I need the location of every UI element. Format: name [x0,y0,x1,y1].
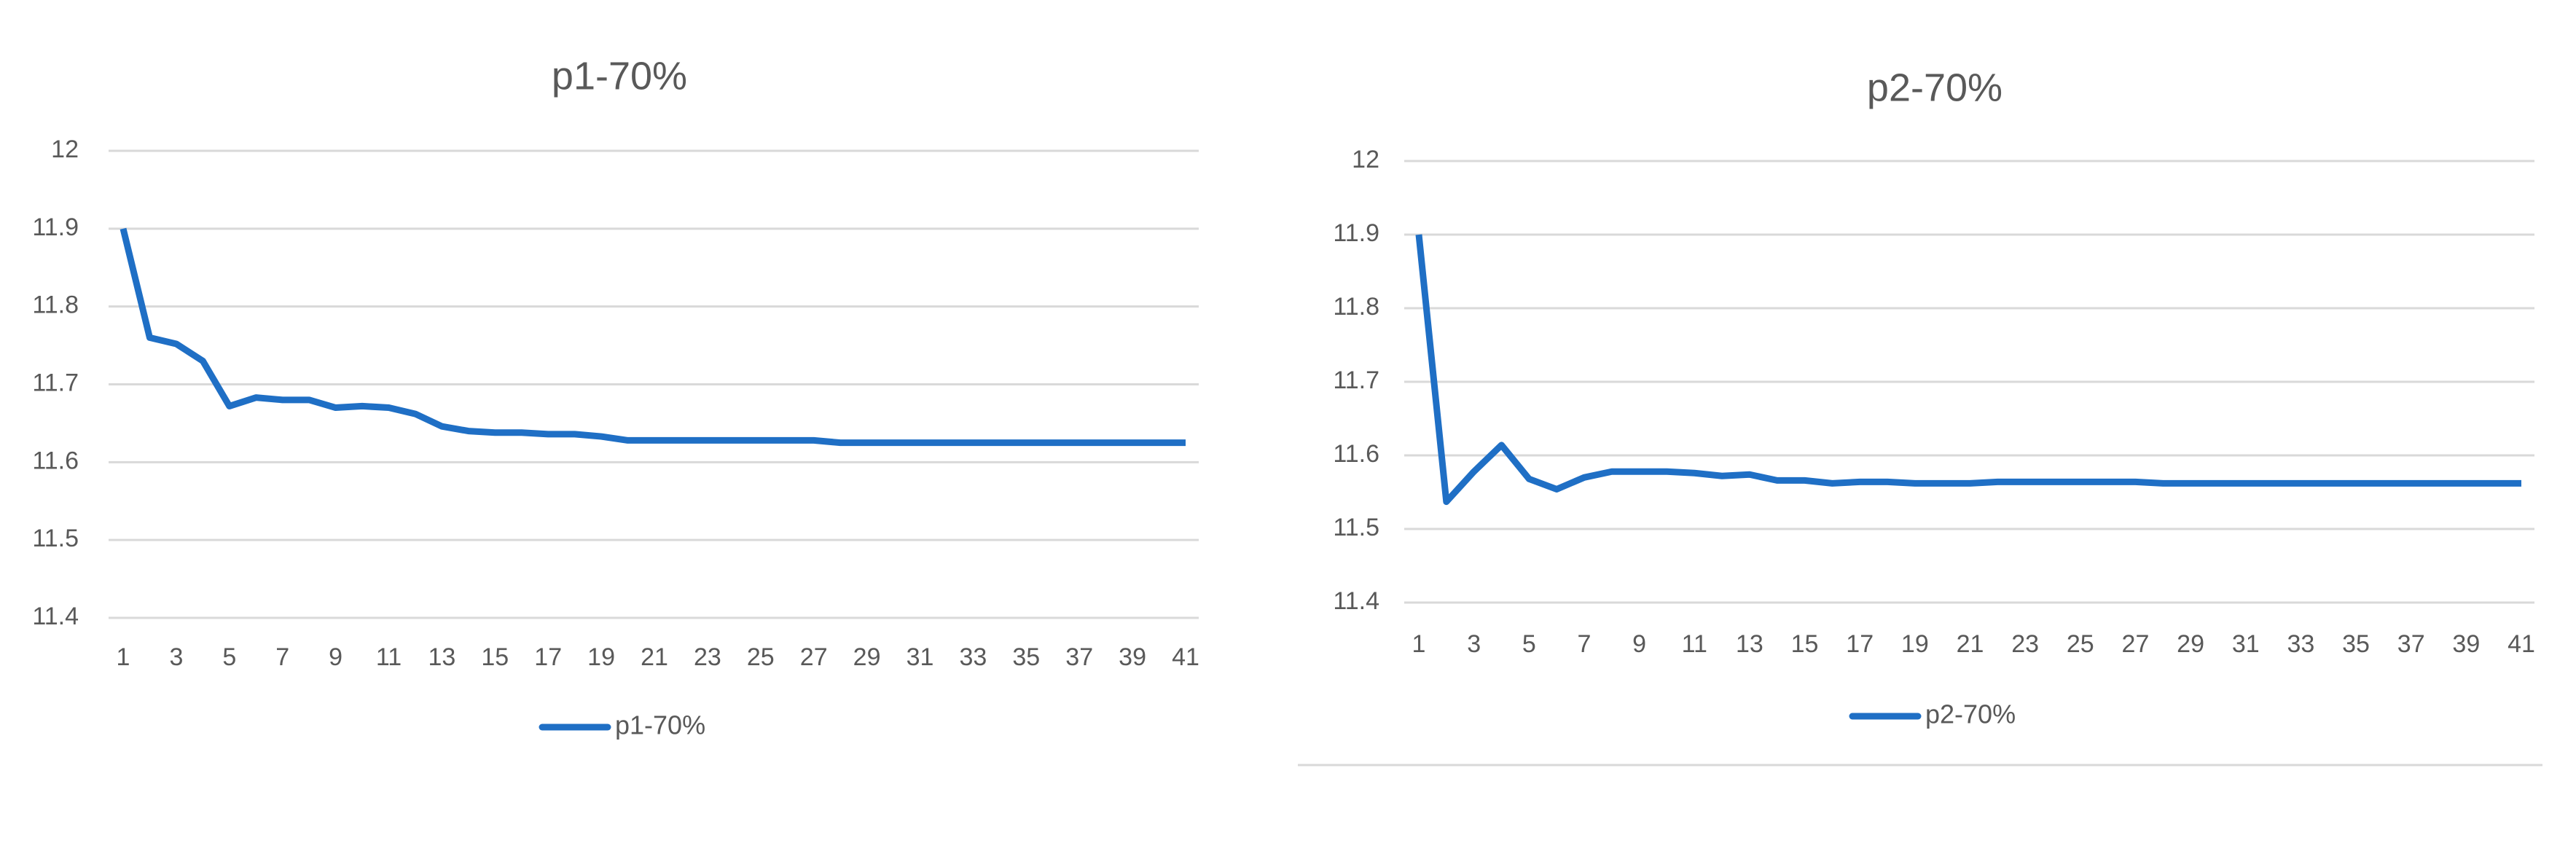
y-tick-label: 12 [51,136,79,163]
y-tick-label: 11.9 [32,213,79,241]
x-tick-label: 15 [481,643,509,671]
x-tick-label: 31 [2232,630,2260,658]
x-tick-label: 25 [747,643,775,671]
x-tick-label: 3 [169,643,183,671]
x-tick-label: 29 [2177,630,2204,658]
y-tick-label: 11.7 [1333,366,1379,394]
x-tick-label: 33 [2287,630,2314,658]
x-tick-label: 21 [1957,630,1984,658]
data-line [1415,234,2521,506]
y-tick-label: 11.8 [1333,293,1379,321]
legend-label: p2-70% [1925,699,2016,729]
y-tick-label: 11.4 [32,603,79,630]
x-tick-label: 35 [2342,630,2370,658]
x-tick-label: 17 [1846,630,1874,658]
x-tick-label: 15 [1791,630,1819,658]
y-tick-label: 11.5 [32,525,79,552]
x-tick-label: 7 [1577,630,1591,658]
chart-title: p1-70% [552,54,687,98]
x-tick-label: 37 [1065,643,1093,671]
x-tick-label: 3 [1467,630,1481,658]
x-tick-label: 23 [2011,630,2039,658]
x-tick-label: 9 [1632,630,1646,658]
x-tick-label: 39 [2452,630,2480,658]
x-tick-label: 11 [1682,630,1707,658]
y-tick-label: 11.5 [1333,514,1379,541]
y-tick-label: 11.8 [32,291,79,319]
y-tick-label: 11.7 [32,369,79,396]
x-tick-label: 5 [222,643,236,671]
y-tick-label: 11.6 [32,447,79,474]
x-tick-label: 33 [959,643,987,671]
x-tick-label: 19 [587,643,615,671]
x-tick-label: 41 [1172,643,1199,671]
y-tick-label: 12 [1352,146,1379,173]
x-tick-label: 19 [1901,630,1929,658]
x-tick-label: 1 [1412,630,1426,658]
x-tick-label: 21 [641,643,668,671]
y-tick-label: 11.9 [1333,219,1379,247]
x-tick-label: 13 [428,643,455,671]
x-tick-label: 9 [329,643,342,671]
x-tick-label: 13 [1736,630,1763,658]
x-tick-label: 23 [694,643,721,671]
x-tick-label: 27 [2122,630,2150,658]
x-tick-label: 7 [275,643,289,671]
chart-title: p2-70% [1867,66,2003,109]
x-tick-label: 25 [2067,630,2094,658]
x-tick-label: 35 [1012,643,1040,671]
x-tick-label: 31 [907,643,934,671]
x-tick-label: 39 [1119,643,1146,671]
x-tick-label: 11 [376,643,402,671]
x-tick-label: 5 [1522,630,1536,658]
x-tick-label: 29 [853,643,881,671]
y-tick-label: 11.4 [1333,587,1379,615]
x-tick-label: 1 [117,643,130,671]
y-tick-label: 11.6 [1333,440,1379,468]
x-tick-label: 37 [2397,630,2425,658]
x-tick-label: 17 [534,643,562,671]
legend-label: p1-70% [615,710,705,740]
data-line [120,227,1186,447]
x-tick-label: 27 [800,643,828,671]
x-tick-label: 41 [2508,630,2535,658]
